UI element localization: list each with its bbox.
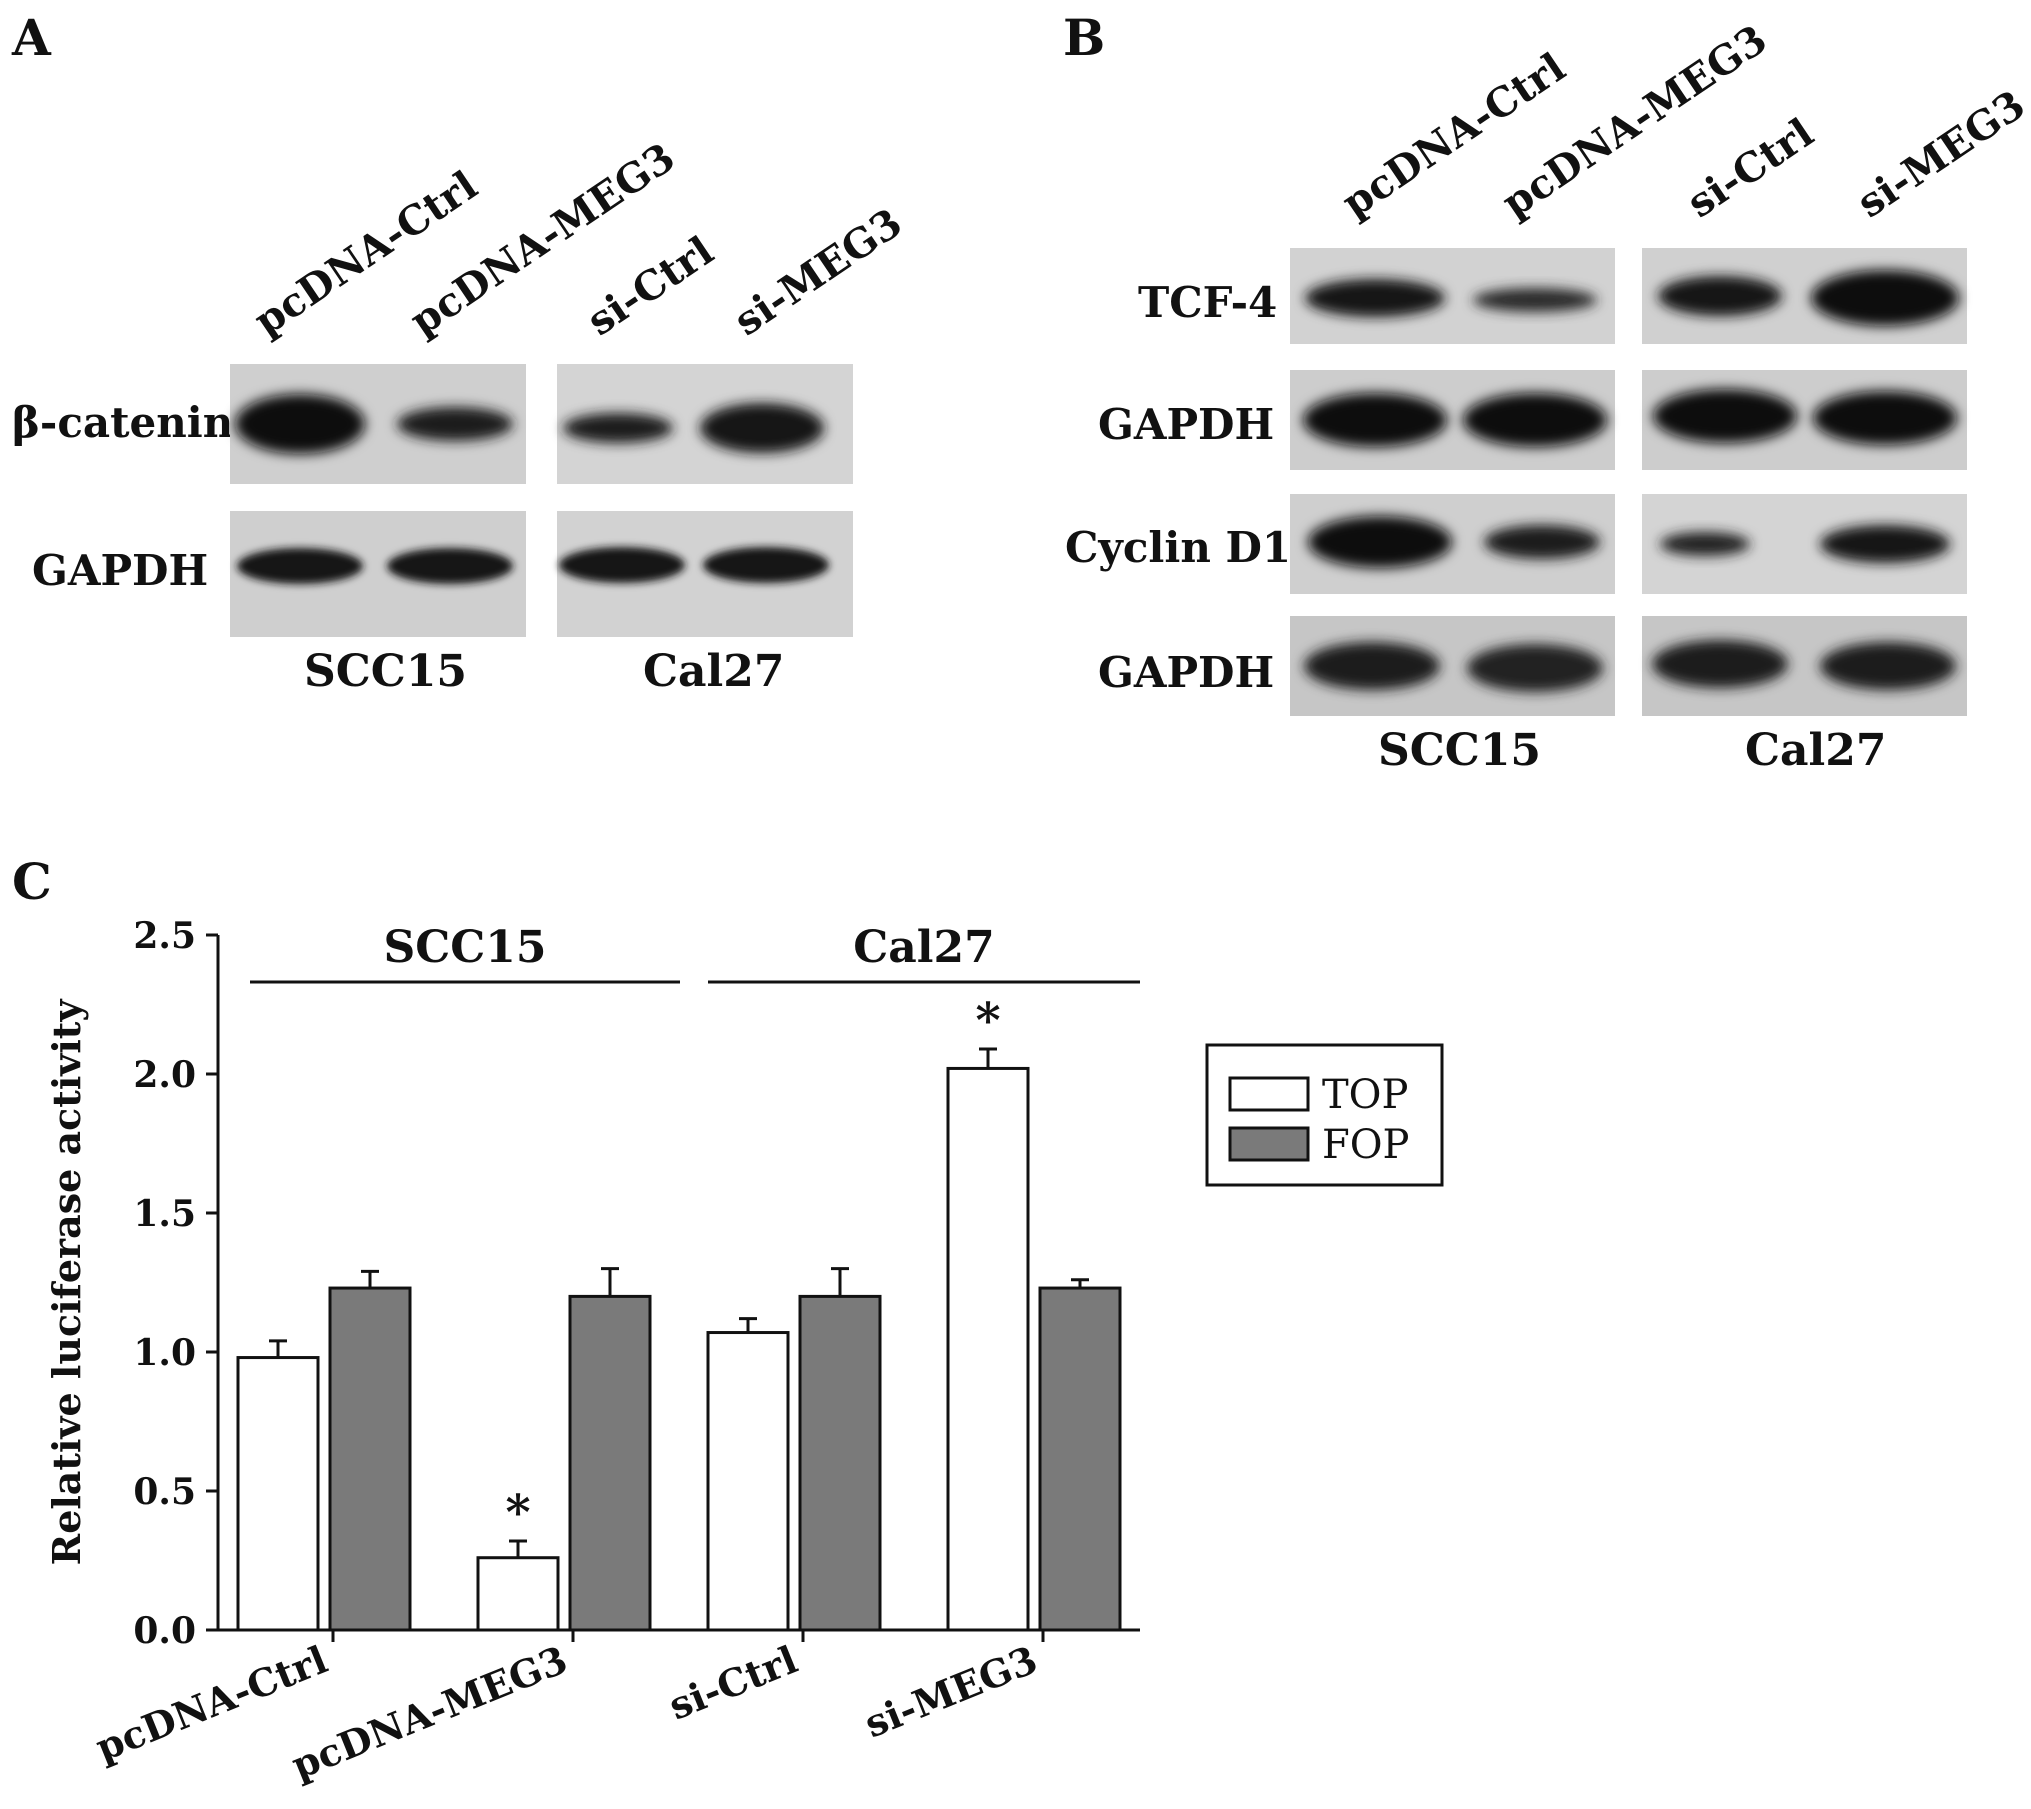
panel-b-row-tcf4: TCF-4 <box>1138 278 1278 327</box>
panel-a-letter: A <box>12 8 51 67</box>
x-category-label-3: si-MEG3 <box>858 1637 1043 1747</box>
legend-label-fop: FOP <box>1322 1122 1409 1168</box>
panel-b-blots <box>1290 248 1967 716</box>
y-tick-label-3: 1.5 <box>133 1193 196 1235</box>
panel-a-row-beta-catenin: β-catenin <box>12 398 234 447</box>
group-label-scc15: SCC15 <box>383 922 546 973</box>
y-tick-label-4: 2.0 <box>133 1054 196 1096</box>
group-label-cal27: Cal27 <box>853 922 994 973</box>
panel-a-blots <box>230 364 853 637</box>
bar-fop-2 <box>798 1294 882 1632</box>
y-tick-label-1: 0.5 <box>133 1471 196 1513</box>
panel-a-cell-cal27: Cal27 <box>643 646 785 697</box>
bar-fop-0 <box>328 1286 412 1632</box>
bar-top-3 <box>946 1066 1030 1632</box>
significance-star-1: * <box>505 1485 530 1541</box>
panel-b-row-gapdh-1: GAPDH <box>1098 400 1275 449</box>
x-category-label-2: si-Ctrl <box>662 1637 803 1729</box>
x-category-label-1: pcDNA-MEG3 <box>285 1637 573 1788</box>
panel-b-lane-3: si-Ctrl <box>1678 109 1822 227</box>
panel-b-cell-scc15: SCC15 <box>1378 725 1542 776</box>
y-axis-label: Relative luciferase activity <box>44 999 89 1566</box>
legend-box <box>1205 1043 1444 1187</box>
y-tick-label-0: 0.0 <box>133 1610 196 1652</box>
bar-fop-1 <box>568 1294 652 1632</box>
legend-swatch-top <box>1228 1076 1310 1112</box>
panel-b-letter: B <box>1063 8 1106 67</box>
significance-star-3: * <box>975 993 1000 1049</box>
legend-label-top: TOP <box>1322 1072 1408 1118</box>
panel-c-letter: C <box>12 852 52 911</box>
panel-a-cell-scc15: SCC15 <box>304 646 468 697</box>
bar-top-1 <box>476 1556 560 1632</box>
panel-b-row-cyclin-d1: Cyclin D1 <box>1065 523 1292 572</box>
panel-b-cell-cal27: Cal27 <box>1745 725 1887 776</box>
panel-a-row-gapdh: GAPDH <box>32 546 209 595</box>
bar-top-0 <box>236 1356 320 1632</box>
y-tick-label-5: 2.5 <box>133 915 196 957</box>
y-tick-label-2: 1.0 <box>133 1332 196 1374</box>
bar-fop-3 <box>1038 1286 1122 1632</box>
panel-b-row-gapdh-2: GAPDH <box>1098 648 1275 697</box>
legend-swatch-fop <box>1228 1126 1310 1162</box>
bar-top-2 <box>706 1331 790 1632</box>
panel-b-lane-4: si-MEG3 <box>1848 81 2031 227</box>
luciferase-bar-chart: 0.0 0.5 1.0 1.5 2.0 2.5 Relative luciferase ac… <box>44 915 1444 1788</box>
